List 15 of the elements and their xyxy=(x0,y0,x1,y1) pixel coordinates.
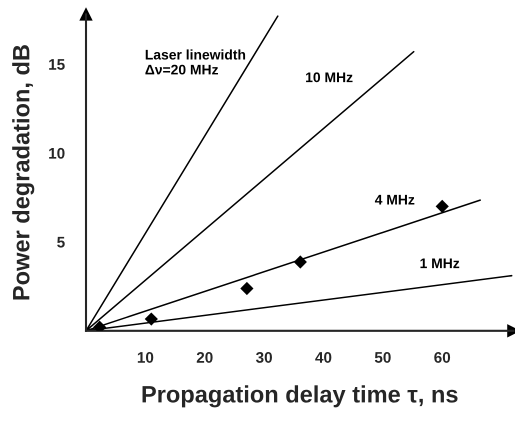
x-tick-label: 50 xyxy=(374,352,391,363)
y-tick-label: 10 xyxy=(49,148,65,159)
x-tick-label: 30 xyxy=(256,352,272,363)
y-tick-label: 5 xyxy=(57,236,65,248)
series-label: 1 MHz xyxy=(420,258,460,268)
y-tick-label: 15 xyxy=(49,59,65,70)
x-tick-label: 40 xyxy=(315,352,332,363)
x-axis-title: Propagation delay time τ, ns xyxy=(142,385,458,408)
x-tick-label: 60 xyxy=(434,352,450,363)
x-tick-label: 10 xyxy=(138,352,154,363)
y-axis-title: Power degradation, dB xyxy=(12,45,34,300)
x-tick-label: 20 xyxy=(196,352,213,363)
series-label: 4 MHz xyxy=(374,194,414,204)
series-label: 10 MHz xyxy=(306,72,353,82)
series-label: Laser linewidth Δν=20 MHz xyxy=(145,49,246,75)
